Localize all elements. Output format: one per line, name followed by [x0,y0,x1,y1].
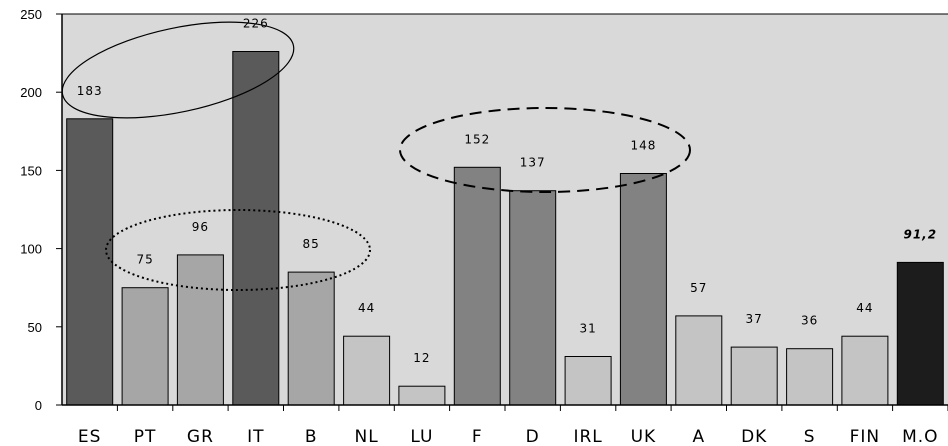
data-label-a: 57 [690,281,707,295]
x-tick-label-gr: GR [187,427,214,446]
bar-gr [176,254,224,406]
x-tick-label-lu: LU [410,427,433,446]
data-label-d: 137 [520,156,546,170]
data-label-uk: 148 [630,139,656,153]
data-label-fin: 44 [856,301,873,315]
data-label-dk: 37 [746,312,763,326]
x-tick-label-pt: PT [134,427,157,446]
x-tick-label-uk: UK [631,427,657,446]
bar-f [453,166,501,406]
data-label-gr: 96 [192,220,209,234]
x-tick-label-f: F [472,427,483,446]
bar-nl [343,335,391,406]
y-tick-label-250: 250 [20,7,42,22]
bar-s [786,348,834,406]
y-tick-label-50: 50 [28,320,42,335]
data-label-lu: 12 [413,351,430,365]
bar-uk [619,173,667,406]
bar-irl [564,356,612,406]
data-label-b: 85 [303,237,320,251]
annotation-ellipse-dotted [105,209,371,291]
data-label-nl: 44 [358,301,375,315]
bar-b [287,271,335,406]
y-tick-label-150: 150 [20,163,42,178]
bar-lu [398,385,446,406]
bar-a [675,315,723,406]
y-tick-label-100: 100 [20,242,42,257]
x-tick-label-dk: DK [741,427,767,446]
bar-es [66,118,114,406]
bar-pt [121,287,169,406]
x-tick-label-nl: NL [354,427,378,446]
x-tick-label-s: S [804,427,816,446]
data-label-f: 152 [464,132,490,146]
y-tick-label-0: 0 [35,398,42,413]
bar-dk [730,346,778,406]
y-tick-label-200: 200 [20,85,42,100]
data-label-irl: 31 [579,322,596,336]
bar-mo [896,261,944,406]
x-tick-label-mo: M.O [902,427,938,446]
data-label-es: 183 [77,84,103,98]
data-label-s: 36 [801,314,818,328]
x-tick-label-irl: IRL [573,427,602,446]
x-tick-label-b: B [305,427,318,446]
data-label-mo: 91,2 [903,227,937,241]
x-tick-label-d: D [526,427,540,446]
x-tick-label-a: A [692,427,705,446]
annotation-ellipse-dashed [399,107,691,193]
x-tick-label-fin: FIN [850,427,881,446]
data-label-pt: 75 [136,253,153,267]
bar-it [232,51,280,406]
bar-fin [841,335,889,406]
x-tick-label-es: ES [78,427,102,446]
x-tick-label-it: IT [247,427,264,446]
bar-d [509,190,557,406]
